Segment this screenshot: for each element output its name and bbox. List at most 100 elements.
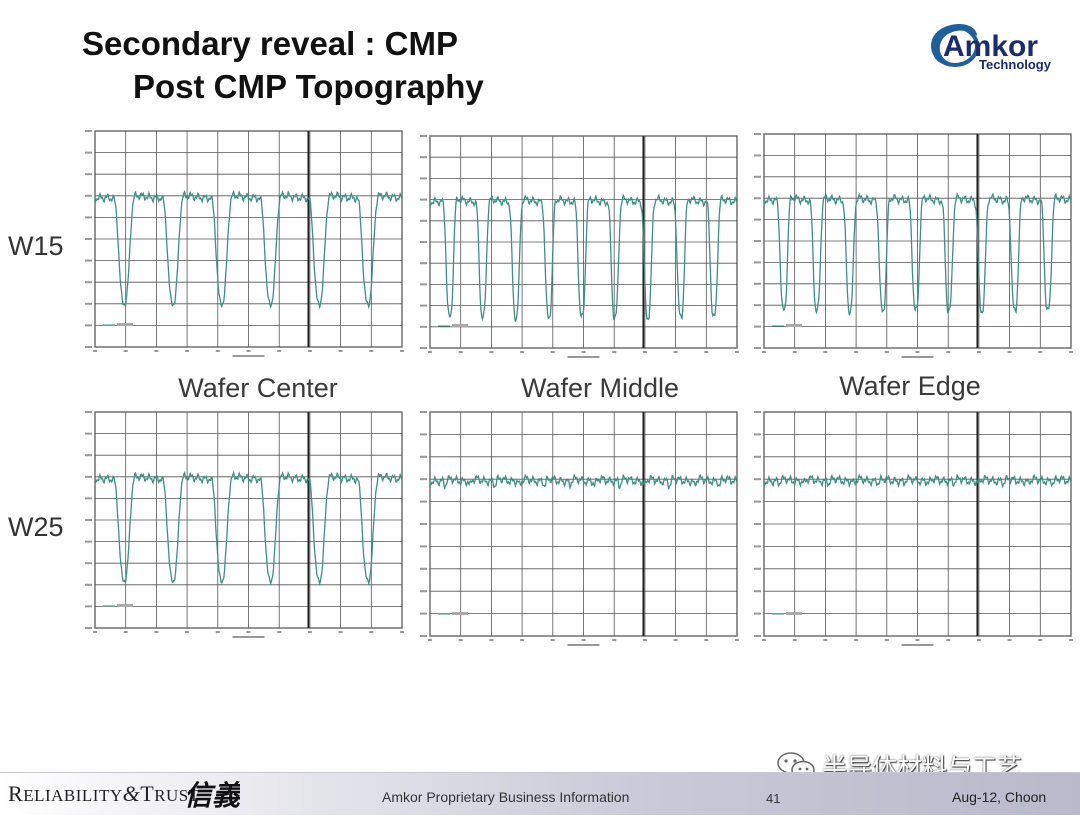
y-tick-mark: [754, 411, 761, 413]
y-tick-mark: [85, 497, 92, 500]
y-tick-mark: [420, 411, 427, 413]
x-tick-mark: [1007, 639, 1012, 641]
x-tick-mark: [400, 350, 404, 352]
y-tick-mark: [420, 500, 427, 503]
topography-trace: [763, 473, 1072, 489]
y-tick-mark: [420, 567, 427, 570]
y-tick-mark: [420, 478, 427, 481]
y-tick-mark: [85, 151, 92, 154]
x-axis-label-mark: [232, 636, 265, 638]
footer-date: Aug-12, Choon: [952, 789, 1047, 805]
page-number: 41: [766, 791, 781, 806]
x-tick-mark: [762, 351, 766, 353]
x-tick-mark: [338, 631, 343, 633]
x-tick-mark: [458, 351, 463, 353]
x-tick-mark: [976, 639, 981, 641]
y-tick-mark: [754, 612, 761, 615]
y-tick-mark: [420, 241, 427, 243]
x-tick-mark: [642, 639, 647, 641]
column-label-edge: Wafer Edge: [839, 371, 981, 401]
x-axis-label-mark: [232, 355, 265, 357]
plot-w25-center: [75, 408, 405, 640]
row-label-w15: W15: [8, 231, 64, 261]
x-tick-mark: [400, 631, 404, 633]
x-tick-mark: [369, 350, 374, 352]
y-tick-mark: [754, 567, 761, 570]
y-tick-mark: [85, 281, 92, 284]
slide-title: Secondary reveal : CMP Post CMP Topograp…: [82, 22, 484, 108]
x-tick-mark: [185, 350, 190, 352]
x-tick-mark: [762, 639, 766, 641]
x-tick-mark: [123, 631, 128, 633]
x-tick-mark: [93, 631, 97, 633]
x-tick-mark: [520, 351, 525, 353]
reliability-trust-brand: RELIABILITY&TRUST: [8, 781, 200, 806]
x-axis-label-mark: [567, 356, 600, 358]
topography-trace: [429, 473, 738, 491]
x-tick-mark: [520, 639, 525, 641]
y-tick-mark: [754, 347, 761, 349]
y-tick-mark: [85, 130, 92, 132]
y-tick-mark: [85, 562, 92, 565]
x-tick-mark: [428, 639, 432, 641]
x-axis-label-mark: [901, 356, 934, 358]
svg-text:信義: 信義: [184, 779, 240, 812]
x-tick-mark: [93, 350, 97, 352]
x-axis-label-mark: [567, 644, 600, 646]
y-tick-mark: [754, 197, 761, 200]
y-tick-mark: [754, 304, 761, 307]
y-tick-mark: [85, 194, 92, 197]
y-tick-mark: [85, 173, 92, 176]
x-tick-mark: [946, 351, 951, 353]
y-tick-mark: [754, 635, 761, 637]
y-tick-mark: [420, 156, 427, 159]
y-tick-mark: [420, 325, 427, 328]
topography-trace: [429, 193, 738, 322]
y-tick-mark: [420, 347, 427, 349]
y-tick-mark: [754, 218, 761, 221]
x-tick-mark: [307, 631, 312, 633]
plot-w25-edge: [744, 408, 1074, 646]
y-tick-mark: [420, 177, 427, 180]
legend-text-mark: [786, 612, 802, 615]
column-label-middle: Wafer Middle: [520, 373, 680, 403]
topography-trace: [94, 470, 403, 587]
x-tick-mark: [792, 351, 797, 353]
proprietary-info: Amkor Proprietary Business Information: [382, 789, 630, 805]
y-tick-mark: [754, 325, 761, 328]
plot-w15-center: [75, 127, 405, 359]
x-tick-mark: [581, 351, 586, 353]
y-tick-mark: [85, 454, 92, 457]
y-tick-mark: [85, 324, 92, 327]
x-tick-mark: [1069, 351, 1073, 353]
x-tick-mark: [215, 631, 220, 633]
x-tick-mark: [185, 631, 190, 633]
x-tick-mark: [976, 351, 981, 353]
y-tick-mark: [420, 612, 427, 615]
x-tick-mark: [735, 639, 739, 641]
legend-text-mark: [452, 324, 468, 327]
legend-text-mark: [452, 612, 468, 615]
x-tick-mark: [642, 351, 647, 353]
x-tick-mark: [369, 631, 374, 633]
x-tick-mark: [489, 351, 494, 353]
x-tick-mark: [792, 639, 797, 641]
x-tick-mark: [154, 350, 159, 352]
x-tick-mark: [823, 351, 828, 353]
x-tick-mark: [1038, 351, 1043, 353]
x-tick-mark: [246, 631, 251, 633]
x-tick-mark: [823, 639, 828, 641]
x-tick-mark: [154, 631, 159, 633]
y-tick-mark: [85, 411, 92, 413]
x-tick-mark: [612, 351, 617, 353]
y-tick-mark: [420, 135, 427, 137]
x-tick-mark: [1069, 639, 1073, 641]
x-tick-mark: [550, 351, 555, 353]
y-tick-mark: [420, 523, 427, 525]
x-tick-mark: [428, 351, 432, 353]
logo-sub: Technology: [979, 57, 1052, 72]
x-tick-mark: [854, 351, 859, 353]
y-tick-mark: [754, 175, 761, 178]
y-tick-mark: [420, 198, 427, 201]
y-tick-mark: [754, 240, 761, 242]
